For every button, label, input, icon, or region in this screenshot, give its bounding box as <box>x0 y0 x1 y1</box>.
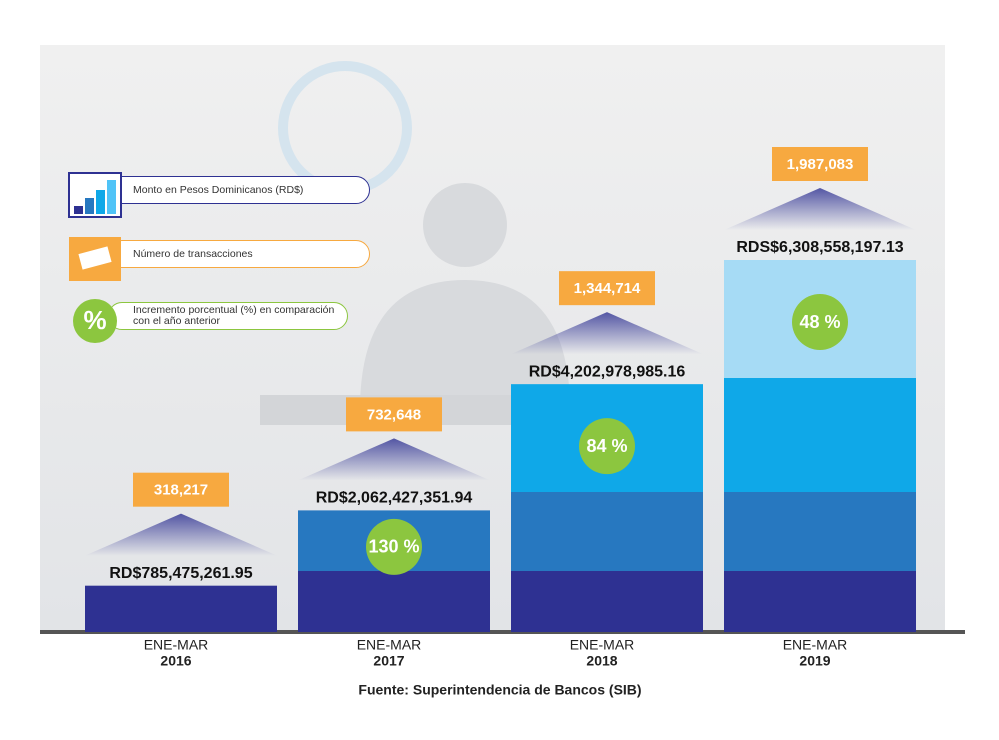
legend-label: Incremento porcentual (%) en comparación… <box>108 302 348 330</box>
amount-label: RDS$6,308,558,197.13 <box>736 239 903 256</box>
period-label: ENE-MAR <box>357 637 422 653</box>
deco-person <box>423 183 507 267</box>
legend-icon <box>69 237 121 281</box>
amount-label: RD$2,062,427,351.94 <box>316 490 473 507</box>
roof <box>85 513 277 556</box>
roof <box>511 312 703 355</box>
transactions-label: 732,648 <box>367 406 421 423</box>
percent-label: 130 % <box>368 537 419 557</box>
legend-label: Monto en Pesos Dominicanos (RD$) <box>108 176 370 204</box>
percent-circle <box>792 294 848 350</box>
percent-icon: % <box>83 305 106 335</box>
transactions-box <box>772 147 868 181</box>
x-tick-label: 2017 <box>373 653 404 669</box>
transactions-label: 1,987,083 <box>787 156 854 173</box>
transactions-box <box>559 271 655 306</box>
transactions-box <box>133 472 229 507</box>
baseline <box>40 630 965 634</box>
transactions-box <box>346 397 442 432</box>
period-label: ENE-MAR <box>783 637 848 653</box>
deco-person <box>360 280 570 410</box>
roof <box>724 188 916 230</box>
period-label: ENE-MAR <box>570 637 635 653</box>
legend-icon: % <box>73 299 117 343</box>
transactions-label: 1,344,714 <box>574 280 641 297</box>
legend-icon <box>68 172 122 218</box>
amount-label: RD$785,475,261.95 <box>109 565 252 582</box>
percent-label: 84 % <box>586 436 627 456</box>
amount-label: RD$4,202,978,985.16 <box>529 363 686 380</box>
bar <box>85 585 277 632</box>
legend-label: Número de transacciones <box>108 240 370 268</box>
percent-circle <box>366 518 422 575</box>
period-label: ENE-MAR <box>144 637 209 653</box>
transactions-label: 318,217 <box>154 482 208 499</box>
legend-item: Número de transacciones <box>68 236 376 281</box>
x-tick-label: 2018 <box>586 653 617 669</box>
x-tick-label: 2016 <box>160 653 191 669</box>
x-tick-label: 2019 <box>799 653 830 669</box>
source: Fuente: Superintendencia de Bancos (SIB) <box>358 682 641 698</box>
legend-item: Monto en Pesos Dominicanos (RD$) <box>68 172 376 218</box>
percent-circle <box>579 418 635 475</box>
legend-item: % Incremento porcentual (%) en comparaci… <box>68 298 376 343</box>
roof <box>298 438 490 481</box>
percent-label: 48 % <box>799 312 840 332</box>
